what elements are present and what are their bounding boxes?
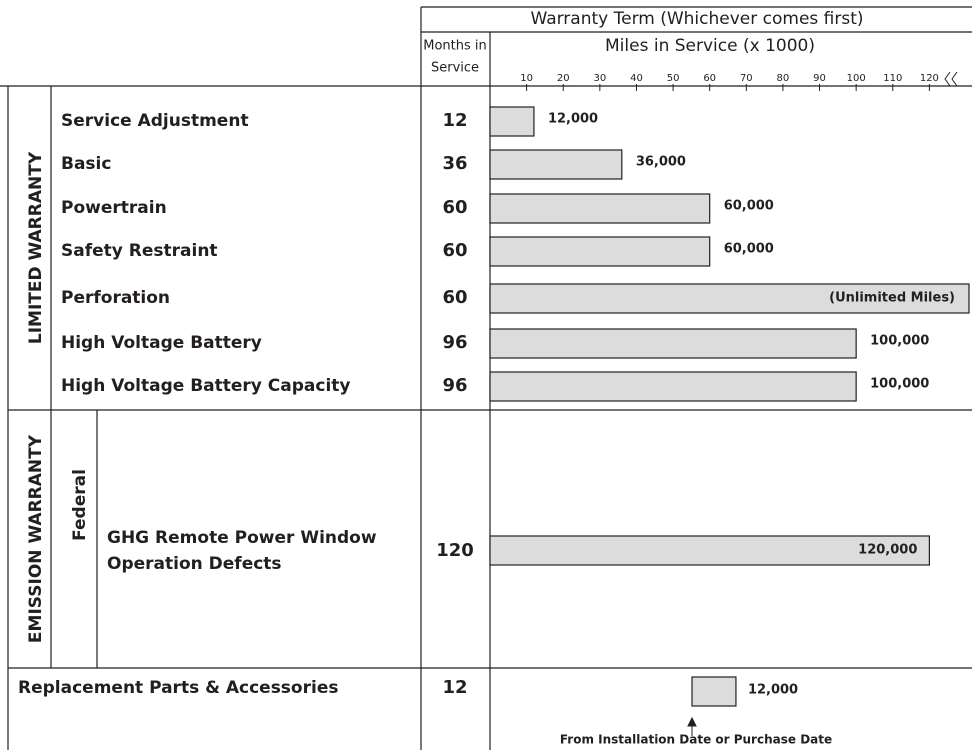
arrow <box>687 716 697 736</box>
miles-label: 100,000 <box>870 377 929 392</box>
months-header: Service <box>431 61 479 76</box>
row-label: High Voltage Battery <box>61 333 262 353</box>
miles-header: Miles in Service (x 1000) <box>605 36 815 56</box>
header-title: Warranty Term (Whichever comes first) <box>530 9 863 29</box>
months: 60 <box>442 197 467 218</box>
miles-label: 36,000 <box>636 155 686 170</box>
months-header: Months in <box>423 39 487 54</box>
x-tick-label: 10 <box>520 73 533 84</box>
x-tick-label: 40 <box>630 73 643 84</box>
section-title: LIMITED WARRANTY <box>26 151 46 344</box>
bar <box>489 371 857 402</box>
unlimited-bar <box>489 283 970 314</box>
miles-label: 12,000 <box>548 112 598 127</box>
x-tick-label: 90 <box>813 73 826 84</box>
miles-label: 60,000 <box>724 242 774 257</box>
row-label: Powertrain <box>61 198 167 218</box>
x-tick-label: 110 <box>883 73 902 84</box>
x-tick-label: 50 <box>667 73 680 84</box>
row-label: High Voltage Battery Capacity <box>61 376 351 396</box>
months: 60 <box>442 240 467 261</box>
row-label: GHG Remote Power Window <box>107 528 377 548</box>
bar <box>489 193 711 224</box>
miles-label: 100,000 <box>870 334 929 349</box>
row-label: Basic <box>61 154 111 174</box>
row-label: Service Adjustment <box>61 111 249 131</box>
bar <box>489 535 930 566</box>
section-title: EMISSION WARRANTY <box>26 434 46 643</box>
months: 120 <box>436 540 474 561</box>
bar <box>489 149 623 180</box>
x-tick-label: 100 <box>847 73 866 84</box>
x-tick-label: 70 <box>740 73 753 84</box>
row-label: Safety Restraint <box>61 241 218 261</box>
bar <box>489 236 711 267</box>
rules <box>0 6 972 750</box>
bar <box>489 328 857 359</box>
miles-label: (Unlimited Miles) <box>829 291 955 306</box>
row-label: Perforation <box>61 288 170 308</box>
x-tick-label: 120 <box>920 73 939 84</box>
x-tick-label: 30 <box>593 73 606 84</box>
miles-label: 120,000 <box>858 543 917 558</box>
miles-label: 60,000 <box>724 199 774 214</box>
bar <box>691 676 737 707</box>
x-tick-label: 60 <box>703 73 716 84</box>
axis-break <box>944 71 958 87</box>
months: 12 <box>442 677 467 698</box>
bar <box>489 106 535 137</box>
row-label: Replacement Parts & Accessories <box>18 678 338 698</box>
row-label: Operation Defects <box>107 554 282 574</box>
months: 60 <box>442 287 467 308</box>
months: 96 <box>442 332 467 353</box>
months: 96 <box>442 375 467 396</box>
x-tick-label: 80 <box>777 73 790 84</box>
note: From Installation Date or Purchase Date <box>560 733 832 747</box>
months: 36 <box>442 153 467 174</box>
months: 12 <box>442 110 467 131</box>
miles-label: 12,000 <box>748 683 798 698</box>
x-tick-label: 20 <box>557 73 570 84</box>
sub-title: Federal <box>70 469 90 541</box>
